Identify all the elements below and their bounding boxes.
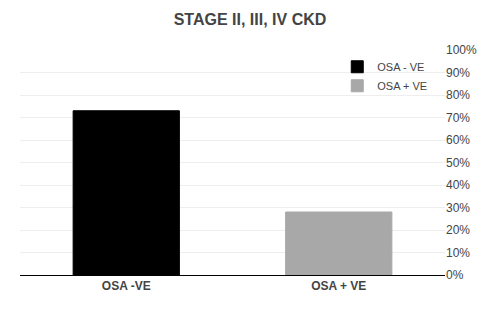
- svg-text:20%: 20%: [446, 223, 470, 237]
- svg-text:30%: 30%: [446, 201, 470, 215]
- svg-text:100%: 100%: [446, 43, 477, 57]
- svg-text:10%: 10%: [446, 246, 470, 260]
- svg-text:90%: 90%: [446, 66, 470, 80]
- svg-text:80%: 80%: [446, 88, 470, 102]
- svg-text:OSA -VE: OSA -VE: [102, 279, 151, 293]
- svg-text:OSA + VE: OSA + VE: [377, 80, 427, 92]
- svg-text:OSA + VE: OSA + VE: [311, 279, 366, 293]
- svg-text:70%: 70%: [446, 111, 470, 125]
- svg-text:OSA - VE: OSA - VE: [377, 61, 424, 73]
- svg-text:40%: 40%: [446, 178, 470, 192]
- svg-text:0%: 0%: [446, 268, 464, 282]
- svg-text:STAGE II, III, IV CKD: STAGE II, III, IV CKD: [174, 11, 327, 28]
- svg-text:50%: 50%: [446, 156, 470, 170]
- svg-text:60%: 60%: [446, 133, 470, 147]
